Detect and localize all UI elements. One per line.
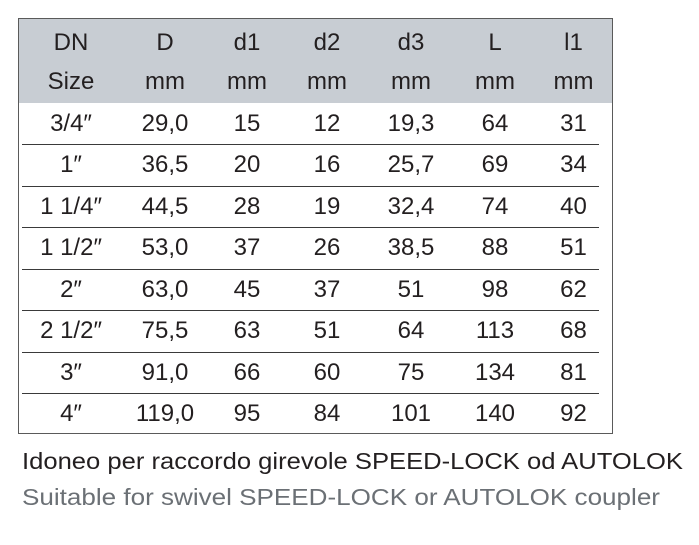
- table-cell: 140: [474, 400, 516, 428]
- table-cell: 75: [397, 358, 425, 386]
- table-row: 1 1/4″ 44,5 28 19 32,4 74 40: [19, 186, 612, 228]
- caption-english: Suitable for swivel SPEED-LOCK or AUTOLO…: [22, 484, 660, 510]
- table-cell: 34: [560, 151, 587, 179]
- table-cell: 26: [313, 234, 341, 262]
- table-cell: 40: [560, 192, 587, 220]
- table-cell: 68: [560, 317, 587, 345]
- table-row: 1 1/2″ 53,0 37 26 38,5 88 51: [19, 228, 612, 270]
- header-d2: d2: [313, 29, 341, 56]
- table-cell: 51: [397, 275, 425, 303]
- table-cell: 4″: [60, 400, 82, 428]
- table-cell: 1 1/4″: [40, 192, 102, 220]
- unit-l: mm: [475, 68, 515, 95]
- table-cell: 19: [313, 192, 341, 220]
- header-names-row: DN D d1 d2 d3 L l1: [19, 23, 612, 63]
- header-l: L: [488, 29, 502, 56]
- table-cell: 1 1/2″: [40, 234, 102, 262]
- table-cell: 119,0: [135, 400, 195, 428]
- table-cell: 60: [313, 358, 341, 386]
- table-cell: 32,4: [387, 192, 435, 220]
- table-cell: 44,5: [141, 192, 189, 220]
- table-row: 2″ 63,0 45 37 51 98 62: [19, 269, 612, 311]
- table-cell: 98: [481, 275, 509, 303]
- table-cell: 37: [233, 234, 261, 262]
- unit-d3: mm: [391, 68, 431, 95]
- table-cell: 38,5: [387, 234, 435, 262]
- table-cell: 36,5: [141, 151, 189, 179]
- table-cell: 51: [313, 317, 341, 345]
- table-cell: 53,0: [141, 234, 189, 262]
- row-divider: [22, 268, 599, 270]
- table-row: 3″ 91,0 66 60 75 134 81: [19, 352, 612, 394]
- table-cell: 20: [233, 151, 261, 179]
- table-cell: 25,7: [387, 151, 435, 179]
- table-cell: 3″: [60, 358, 82, 386]
- table-cell: 63,0: [141, 275, 189, 303]
- table-cell: 134: [474, 358, 516, 386]
- table-cell: 12: [313, 109, 341, 137]
- header-l1: l1: [564, 29, 583, 56]
- table-row: 2 1/2″ 75,5 63 51 64 113 68: [19, 311, 612, 353]
- header-d: D: [156, 29, 174, 56]
- table-cell: 69: [481, 151, 509, 179]
- table-cell: 101: [390, 400, 432, 428]
- table-cell: 91,0: [141, 358, 189, 386]
- table-cell: 19,3: [387, 109, 435, 137]
- table-cell: 45: [233, 275, 261, 303]
- table-cell: 95: [233, 400, 261, 428]
- table-cell: 16: [313, 151, 341, 179]
- unit-dn: Size: [47, 68, 95, 95]
- header-d3: d3: [397, 29, 425, 56]
- row-divider: [22, 227, 599, 228]
- table-row: 3/4″ 29,0 15 12 19,3 64 31: [19, 103, 612, 145]
- table-header: DN D d1 d2 d3 L l1 Size mm mm mm mm mm m…: [19, 19, 612, 103]
- table-cell: 63: [233, 317, 261, 345]
- row-divider: [22, 144, 599, 145]
- table-cell: 113: [475, 317, 515, 345]
- table-cell: 29,0: [141, 109, 189, 137]
- unit-d1: mm: [227, 68, 267, 95]
- table-cell: 2 1/2″: [40, 317, 102, 345]
- dimensions-table: DN D d1 d2 d3 L l1 Size mm mm mm mm mm m…: [18, 18, 613, 434]
- table-cell: 88: [481, 234, 509, 262]
- table-cell: 1″: [60, 151, 82, 179]
- table-cell: 64: [397, 317, 425, 345]
- table-cell: 31: [560, 109, 587, 137]
- table-cell: 64: [481, 109, 509, 137]
- header-dn: DN: [53, 29, 89, 56]
- row-divider: [22, 310, 599, 311]
- table-cell: 2″: [60, 275, 82, 303]
- header-d1: d1: [233, 29, 261, 56]
- table-cell: 75,5: [141, 317, 189, 345]
- table-cell: 92: [560, 400, 587, 428]
- row-divider: [22, 351, 599, 353]
- table-row: 4″ 119,0 95 84 101 140 92: [19, 394, 612, 436]
- row-divider: [22, 393, 599, 394]
- row-divider: [22, 185, 599, 187]
- table-cell: 66: [233, 358, 261, 386]
- header-units-row: Size mm mm mm mm mm mm: [19, 62, 612, 102]
- table-cell: 62: [560, 275, 587, 303]
- table-row: 1″ 36,5 20 16 25,7 69 34: [19, 145, 612, 187]
- table-cell: 3/4″: [50, 109, 92, 137]
- unit-l1: mm: [553, 68, 594, 95]
- table-cell: 15: [233, 109, 261, 137]
- table-cell: 84: [313, 400, 341, 428]
- table-cell: 51: [560, 234, 587, 262]
- unit-d: mm: [145, 68, 185, 95]
- table-cell: 37: [313, 275, 341, 303]
- table-cell: 74: [481, 192, 509, 220]
- table-cell: 81: [560, 358, 587, 386]
- table-cell: 28: [233, 192, 261, 220]
- unit-d2: mm: [307, 68, 347, 95]
- caption-italian: Idoneo per raccordo girevole SPEED-LOCK …: [22, 448, 683, 474]
